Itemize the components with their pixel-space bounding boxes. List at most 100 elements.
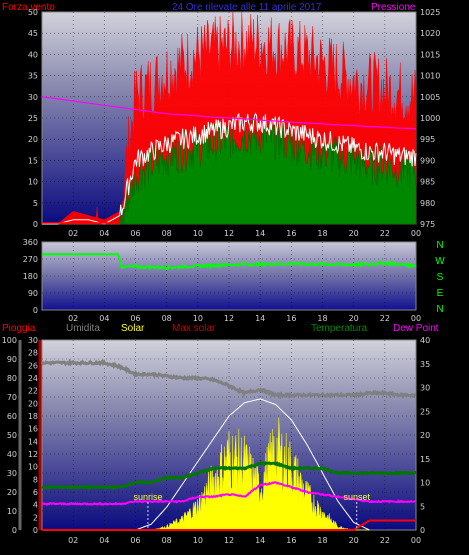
rain-y-tick: 20	[28, 399, 38, 408]
wind-y-tick: 30	[28, 93, 38, 102]
pressure-y-tick: 1020	[420, 29, 440, 38]
pressure-y-tick: 995	[420, 135, 435, 144]
temperature-y-tick: 15	[420, 455, 430, 464]
compass-label: N	[436, 304, 443, 315]
x-tick-label: 04	[99, 314, 109, 323]
x-tick-label: 04	[99, 536, 109, 545]
wind-y-tick: 5	[33, 199, 38, 208]
compass-label: E	[437, 288, 444, 299]
pressure-title: Pressione	[371, 2, 416, 13]
humidity-y-tick: 50	[7, 431, 17, 440]
legend-umidita: Umidita	[66, 323, 100, 334]
x-tick-label: 02	[68, 314, 78, 323]
legend-solar: Solar	[121, 323, 145, 334]
pressure-y-tick: 1005	[420, 93, 440, 102]
sunrise-label: sunrise	[133, 492, 162, 502]
humidity-series	[40, 358, 417, 400]
x-tick-label: 02	[68, 536, 78, 545]
temperature-y-tick: 10	[420, 479, 430, 488]
pressure-y-tick: 980	[420, 199, 435, 208]
rain-y-tick: 10	[28, 463, 38, 472]
sunset-label: sunset	[344, 492, 371, 502]
rain-y-tick: 8	[33, 475, 38, 484]
rain-y-tick: 14	[28, 437, 38, 446]
x-tick-label: 10	[193, 536, 203, 545]
direction-y-tick: 90	[28, 289, 38, 298]
legend-dew-point: Dew Point	[393, 323, 439, 334]
humidity-y-tick: 20	[7, 488, 17, 497]
x-tick-label: 10	[193, 314, 203, 323]
wind-y-tick: 40	[28, 50, 38, 59]
wind-y-tick: 20	[28, 135, 38, 144]
pressure-y-tick: 1015	[420, 50, 440, 59]
compass-label: S	[437, 272, 444, 283]
temperature-series	[41, 460, 416, 491]
temperature-y-tick: 5	[420, 502, 425, 511]
x-tick-label: 08	[162, 229, 172, 238]
x-tick-label: 18	[317, 229, 327, 238]
x-tick-label: 22	[380, 314, 390, 323]
humidity-y-tick: 90	[7, 355, 17, 364]
humidity-y-tick: 80	[7, 374, 17, 383]
legend-pioggia: Pioggia	[2, 323, 36, 334]
pressure-y-tick: 1025	[420, 8, 440, 17]
solar-series	[135, 417, 370, 531]
humidity-y-tick: 70	[7, 393, 17, 402]
wind-avg-series	[42, 112, 417, 225]
pressure-series	[41, 96, 417, 130]
wind-y-tick: 10	[28, 178, 38, 187]
x-tick-label: 00	[411, 536, 421, 545]
direction-y-tick: 180	[23, 272, 38, 281]
x-tick-label: 06	[130, 536, 140, 545]
pressure-y-tick: 1010	[420, 72, 440, 81]
humidity-y-tick: 10	[7, 507, 17, 516]
rain-series	[42, 519, 416, 531]
x-tick-label: 16	[286, 536, 296, 545]
x-tick-label: 08	[162, 536, 172, 545]
temperature-y-tick: 40	[420, 336, 430, 345]
x-tick-label: 20	[349, 536, 359, 545]
x-tick-label: 00	[411, 314, 421, 323]
humidity-y-tick: 0	[12, 526, 17, 535]
rain-y-tick: 4	[33, 501, 38, 510]
humidity-y-tick: 60	[7, 412, 17, 421]
pressure-y-tick: 1000	[420, 114, 440, 123]
wind-y-tick: 45	[28, 29, 38, 38]
legend-max-solar: Max solar	[172, 323, 216, 334]
humidity-y-tick: 30	[7, 469, 17, 478]
humidity-y-tick: 100	[2, 336, 17, 345]
x-tick-label: 14	[255, 229, 265, 238]
x-tick-label: 04	[99, 229, 109, 238]
rain-y-tick: 2	[33, 513, 38, 522]
rain-y-tick: 22	[28, 387, 38, 396]
rain-y-tick: 30	[28, 336, 38, 345]
rain-y-tick: 26	[28, 361, 38, 370]
wind-direction-series	[42, 253, 417, 271]
pressure-y-tick: 975	[420, 220, 435, 229]
rain-y-tick: 6	[33, 488, 38, 497]
x-tick-label: 18	[317, 314, 327, 323]
rain-y-tick: 12	[28, 450, 38, 459]
wind-y-tick: 15	[28, 156, 38, 165]
x-tick-label: 12	[224, 229, 234, 238]
temperature-y-tick: 25	[420, 407, 430, 416]
wind-y-tick: 0	[33, 220, 38, 229]
x-tick-label: 12	[224, 314, 234, 323]
x-tick-label: 06	[130, 229, 140, 238]
x-tick-label: 22	[380, 536, 390, 545]
x-tick-label: 08	[162, 314, 172, 323]
temperature-y-tick: 35	[420, 360, 430, 369]
x-tick-label: 14	[255, 536, 265, 545]
wind-title: Forza vento	[2, 2, 55, 13]
wind-y-tick: 35	[28, 72, 38, 81]
x-tick-label: 20	[349, 229, 359, 238]
x-tick-label: 02	[68, 229, 78, 238]
x-tick-label: 20	[349, 314, 359, 323]
direction-y-tick: 0	[33, 306, 38, 315]
rain-y-tick: 24	[28, 374, 38, 383]
x-tick-label: 18	[317, 536, 327, 545]
max-solar-series	[135, 398, 370, 531]
compass-label: N	[436, 240, 443, 251]
